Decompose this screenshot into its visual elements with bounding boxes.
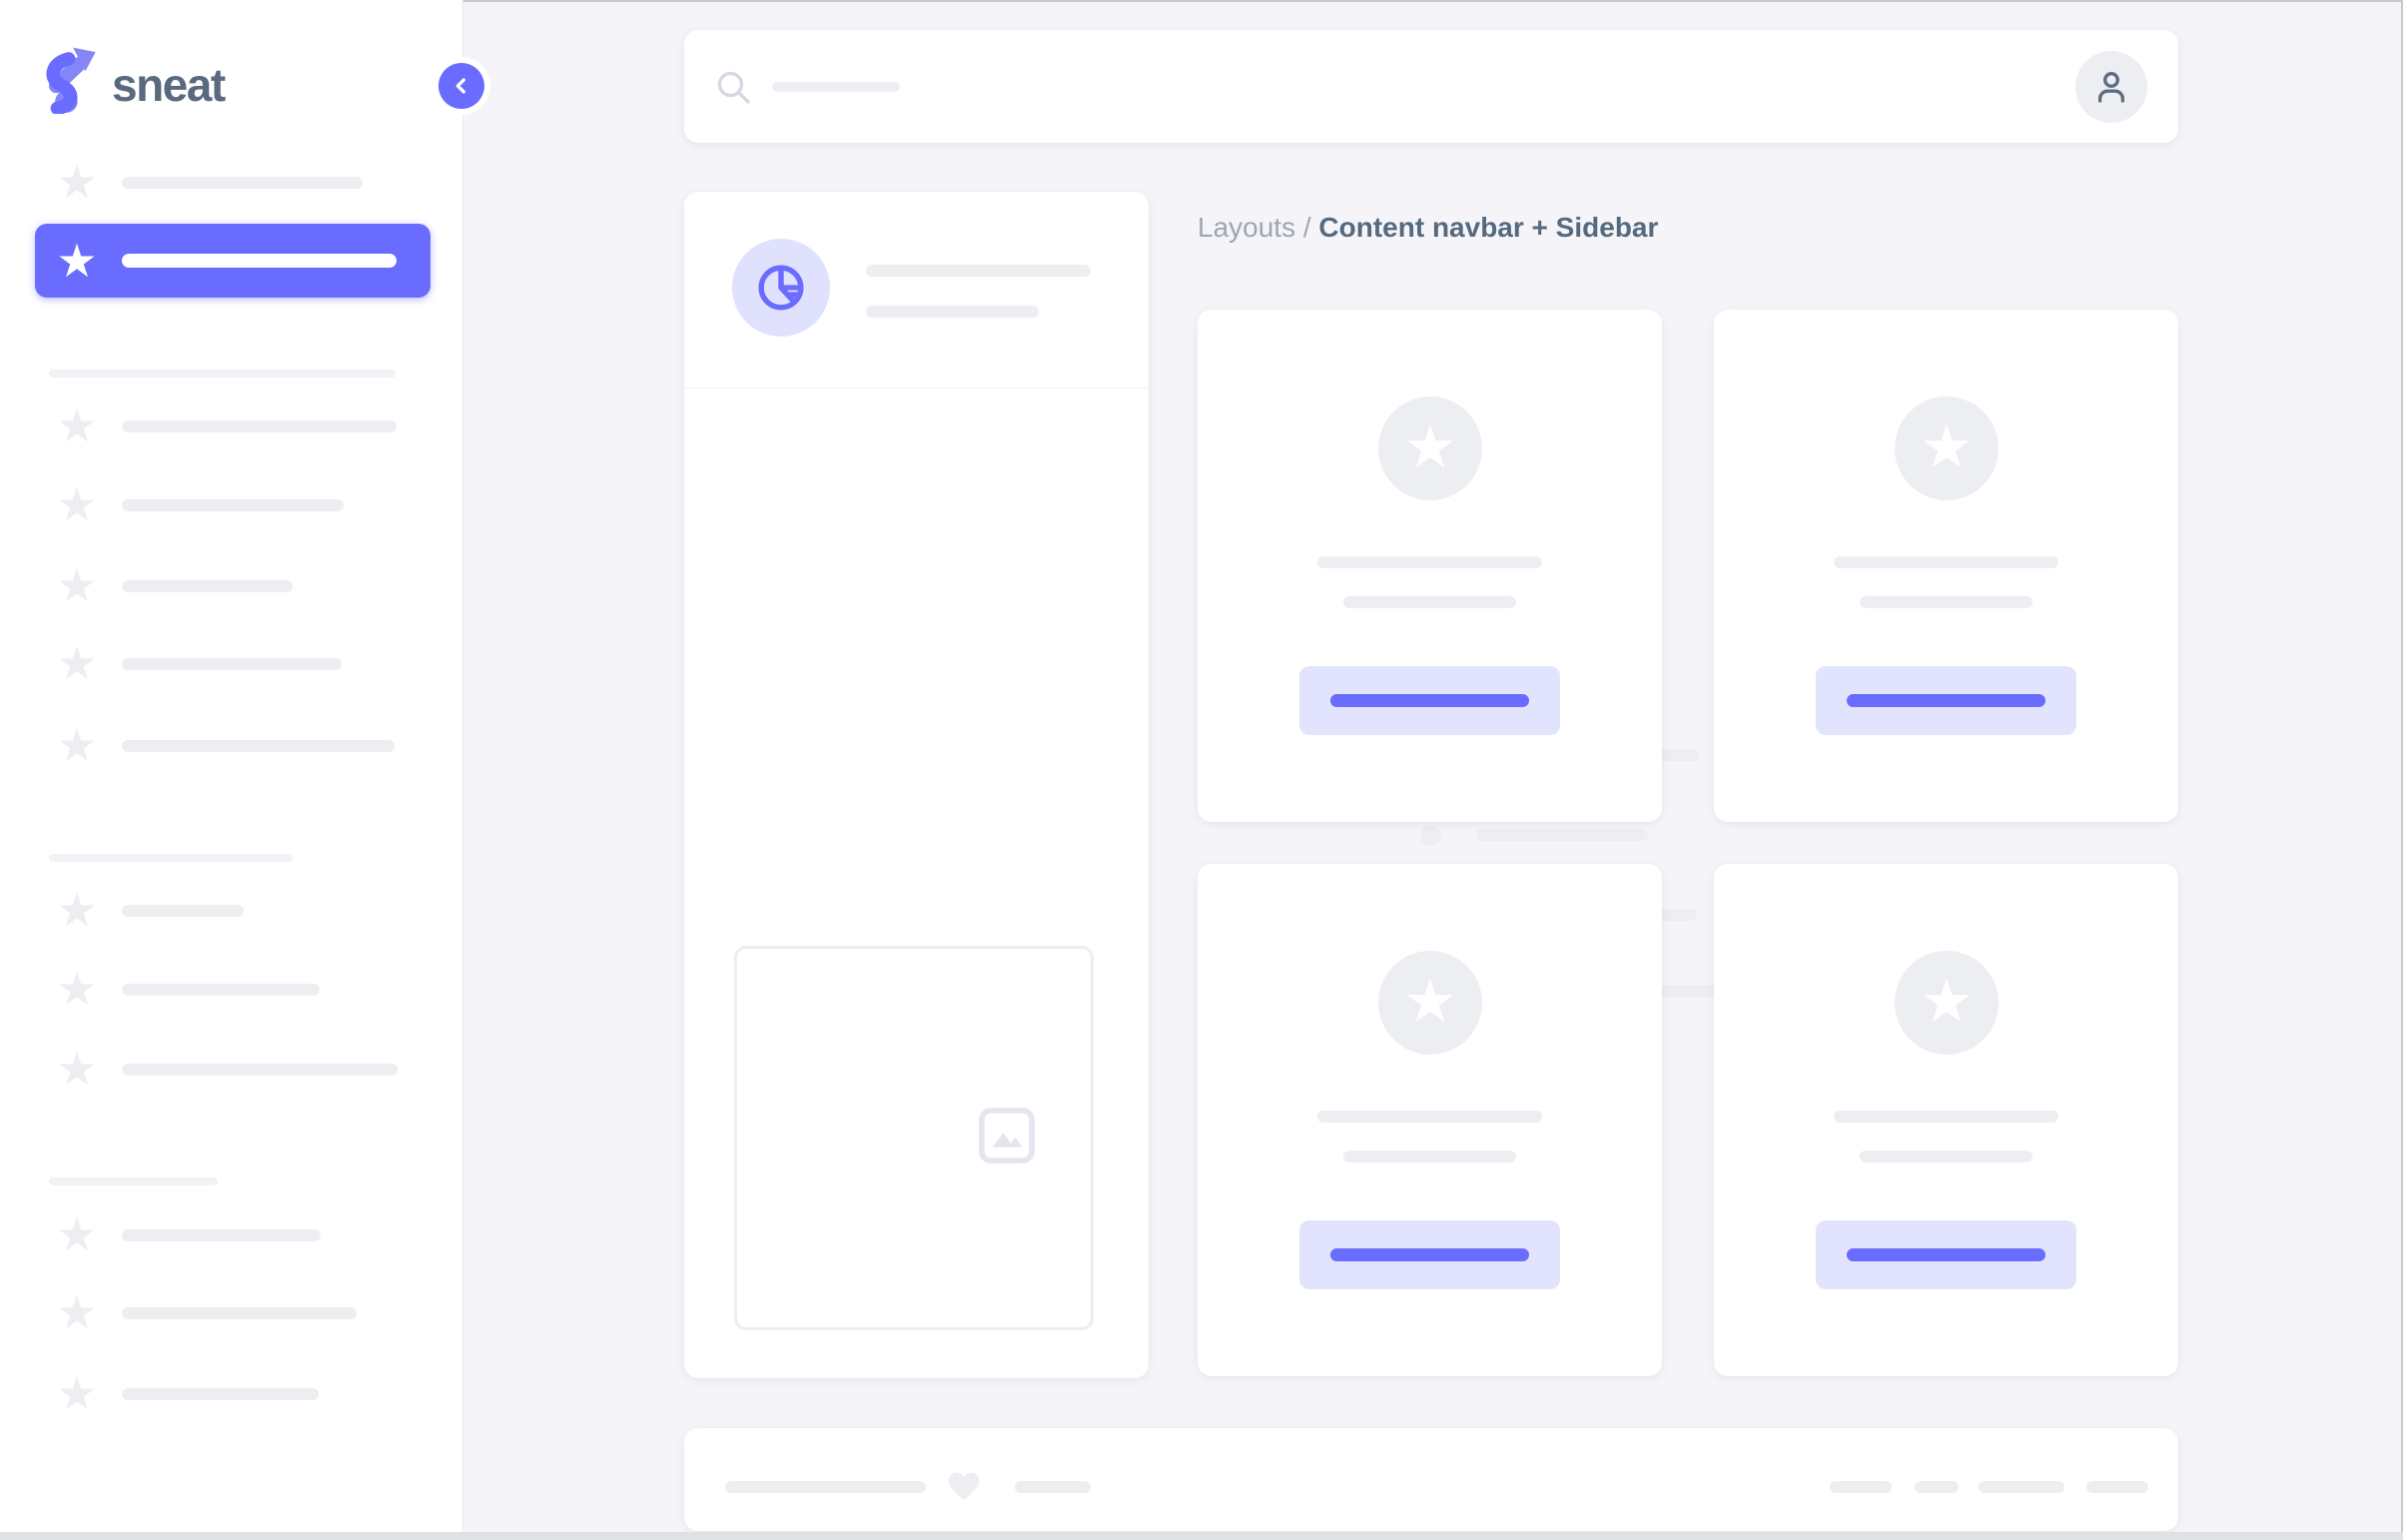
sneat-logo-icon [46, 47, 96, 114]
search-placeholder-bar [772, 82, 900, 92]
list-item-dot [1420, 825, 1441, 846]
logo: sneat [44, 42, 423, 128]
card-line-1 [1834, 556, 2058, 568]
sidebar-item-bar [122, 1229, 321, 1241]
star-icon: ★ [1920, 413, 1974, 480]
chevron-left-icon [438, 63, 484, 109]
breadcrumb: Layouts / Content navbar + Sidebar [1198, 212, 1658, 244]
image-placeholder [734, 946, 1094, 1330]
sidebar-item-bar [122, 177, 363, 189]
card-button[interactable] [1299, 666, 1560, 735]
star-icon: ★ [56, 1208, 98, 1260]
breadcrumb-parent[interactable]: Layouts [1198, 212, 1296, 243]
sidebar-collapse-button[interactable] [432, 57, 490, 115]
star-icon: ★ [56, 1367, 98, 1419]
breadcrumb-current: Content navbar + Sidebar [1318, 212, 1659, 243]
card-line-1 [1834, 1111, 2058, 1123]
user-avatar-button[interactable] [2075, 51, 2147, 123]
sidebar-section-divider [49, 854, 293, 862]
card-button-bar [1847, 1248, 2045, 1261]
panel-divider [684, 387, 1149, 388]
star-icon: ★ [56, 156, 98, 208]
grid-card: ★ [1714, 310, 2178, 822]
card-button-bar [1330, 1248, 1529, 1261]
star-icon: ★ [1403, 413, 1457, 480]
star-icon: ★ [1403, 968, 1457, 1035]
sidebar-section-divider [49, 370, 396, 378]
grid-card: ★ [1714, 864, 2178, 1376]
star-icon: ★ [56, 1286, 98, 1338]
star-icon: ★ [56, 637, 98, 689]
panel-card [684, 192, 1750, 1378]
sidebar: sneat ★ ★ ★ ★ ★ ★ ★ ★ ★ ★ ★ ★ ★ [0, 0, 490, 1540]
card-button[interactable] [1816, 666, 2076, 735]
card-button[interactable] [1816, 1220, 2076, 1289]
card-line-2 [1860, 596, 2032, 608]
footer-card [684, 1428, 2178, 1531]
sidebar-item-bar [122, 499, 344, 511]
sidebar-item-bar [122, 1307, 357, 1319]
sidebar-item-bar [122, 1064, 398, 1076]
star-icon: ★ [56, 963, 98, 1015]
search-input[interactable] [704, 30, 1104, 143]
sidebar-item-active[interactable]: ★ [35, 224, 430, 298]
sidebar-item-bar [122, 420, 397, 432]
star-icon: ★ [56, 719, 98, 771]
card-line-1 [1317, 556, 1542, 568]
star-icon: ★ [56, 399, 98, 451]
heart-icon [948, 1472, 980, 1500]
sidebar-item-bar [122, 905, 244, 917]
card-button-bar [1847, 694, 2045, 707]
card-star-avatar: ★ [1378, 396, 1482, 500]
card-star-avatar: ★ [1895, 396, 1999, 500]
sidebar-item-bar [122, 658, 342, 670]
star-icon: ★ [56, 478, 98, 530]
footer-bar [725, 1481, 926, 1493]
list-item-bar [1476, 829, 1648, 841]
footer-bar [1830, 1481, 1892, 1493]
footer-bar [1915, 1481, 1959, 1493]
top-navbar [684, 30, 2178, 143]
star-icon: ★ [56, 559, 98, 611]
card-line-2 [1343, 596, 1516, 608]
star-icon: ★ [1920, 968, 1974, 1035]
footer-bar [1015, 1481, 1091, 1493]
card-button[interactable] [1299, 1220, 1560, 1289]
panel-title-bar [866, 265, 1091, 277]
card-star-avatar: ★ [1895, 951, 1999, 1055]
card-button-bar [1330, 694, 1529, 707]
card-line-2 [1860, 1151, 2032, 1162]
grid-card: ★ [1198, 864, 1662, 1376]
sidebar-item-bar [122, 1388, 319, 1400]
sidebar-section-divider [49, 1177, 218, 1185]
footer-bar [1979, 1481, 2064, 1493]
sidebar-item-bar [122, 254, 397, 268]
pie-chart-icon [758, 265, 804, 311]
star-icon: ★ [56, 884, 98, 936]
bottom-strip [0, 1532, 2403, 1540]
panel-subtitle-bar [866, 306, 1039, 318]
grid-card: ★ [1198, 310, 1662, 822]
panel-avatar [732, 239, 830, 337]
star-icon: ★ [56, 235, 98, 287]
card-line-2 [1343, 1151, 1516, 1162]
star-icon: ★ [56, 1043, 98, 1095]
sidebar-item-bar [122, 580, 293, 592]
search-icon [717, 71, 750, 104]
breadcrumb-separator: / [1295, 212, 1319, 243]
footer-bar [2086, 1481, 2148, 1493]
image-icon [979, 1108, 1035, 1163]
card-star-avatar: ★ [1378, 951, 1482, 1055]
sidebar-item-bar [122, 740, 395, 752]
card-line-1 [1317, 1111, 1542, 1123]
logo-text: sneat [112, 59, 226, 111]
person-icon [2097, 72, 2125, 103]
sidebar-item-bar [122, 984, 320, 996]
